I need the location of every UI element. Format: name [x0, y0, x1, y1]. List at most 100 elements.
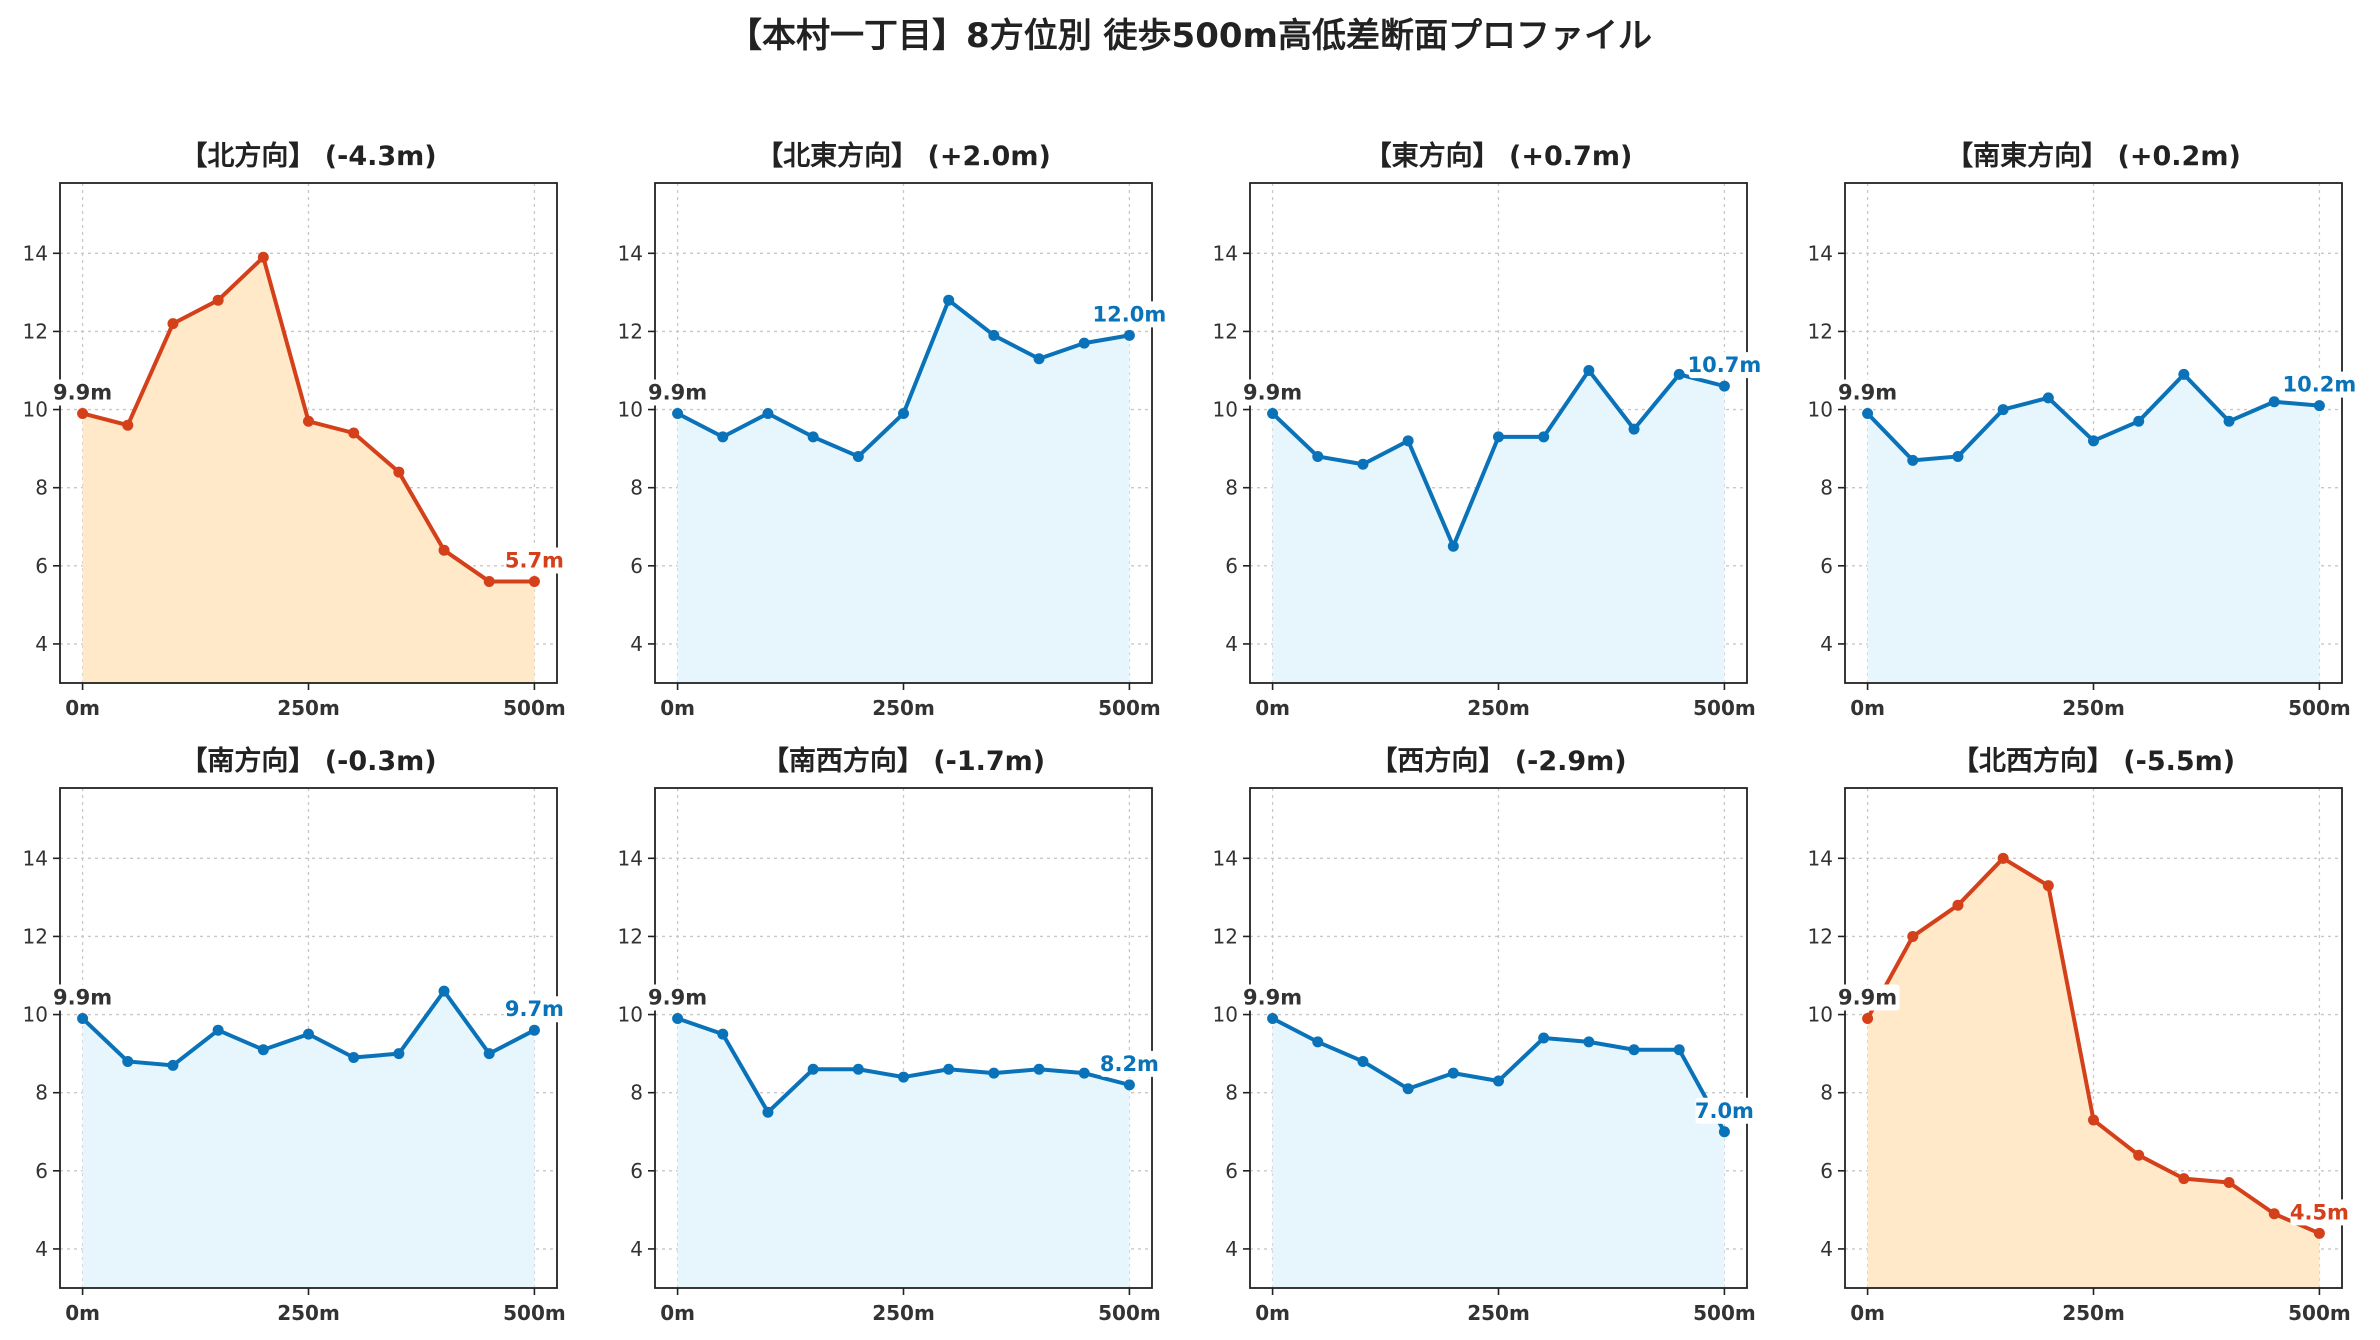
end-label-bg	[505, 547, 564, 574]
data-point	[167, 1059, 179, 1071]
area-fill	[82, 257, 535, 683]
end-label-bg	[1093, 301, 1165, 328]
data-point	[762, 407, 774, 419]
y-tick-label: 12	[1808, 924, 1833, 948]
x-tick-label: 250m	[277, 1301, 340, 1325]
data-point	[2268, 1208, 2280, 1220]
data-point	[1078, 337, 1090, 349]
subplot-3: 【東方向】 (+0.7m) 4 6 8 10 12 14 0m 250m 500m 9.9m 10.7…	[1213, 140, 1762, 720]
start-label-bg	[50, 984, 115, 1011]
start-label-bg	[1240, 984, 1305, 1011]
y-tick-label: 4	[1225, 1237, 1238, 1261]
end-label-bg	[1100, 1050, 1159, 1077]
x-tick-label: 0m	[65, 1301, 100, 1325]
y-tick-label: 8	[1820, 476, 1833, 500]
data-point	[122, 1055, 134, 1067]
subplot-4: 【南東方向】 (+0.2m) 4 6 8 10 12 14 0m 250m 500m 9.9m 10.…	[1808, 140, 2357, 720]
x-tick-label: 500m	[503, 1301, 566, 1325]
data-point	[1312, 1036, 1324, 1048]
data-point	[2088, 1114, 2099, 1126]
data-point	[1078, 1067, 1090, 1079]
data-point	[898, 407, 909, 419]
data-point	[212, 294, 224, 306]
start-label-bg	[645, 379, 710, 406]
area-fill	[1272, 370, 1725, 683]
data-point	[1673, 368, 1685, 380]
data-point	[1493, 1075, 1504, 1087]
data-point	[1628, 1044, 1640, 1056]
y-tick-label: 8	[1820, 1081, 1833, 1105]
end-value-label: 4.5m	[2290, 1200, 2349, 1224]
subplot-2: 【北東方向】 (+2.0m) 4 6 8 10 12 14 0m 250m 500m 9.9m 12.…	[618, 140, 1167, 720]
data-point	[1493, 431, 1504, 443]
end-label-bg	[2283, 371, 2355, 398]
data-point	[438, 985, 450, 997]
start-value-label: 9.9m	[1243, 985, 1302, 1009]
x-tick-label: 0m	[1850, 1301, 1885, 1325]
x-tick-label: 500m	[1098, 1301, 1161, 1325]
y-tick-label: 8	[1225, 1081, 1238, 1105]
y-tick-label: 6	[1820, 554, 1833, 578]
subplot-title: 【北東方向】 (+2.0m)	[756, 140, 1051, 172]
y-tick-label: 8	[1225, 476, 1238, 500]
start-label-bg	[1835, 379, 1900, 406]
subplot-title: 【南方向】 (-0.3m)	[180, 745, 436, 777]
y-tick-label: 12	[23, 319, 48, 343]
y-tick-label: 8	[35, 476, 48, 500]
data-point	[1538, 1032, 1550, 1044]
data-point	[1718, 1126, 1730, 1138]
y-tick-label: 10	[1808, 398, 1833, 422]
x-tick-label: 500m	[503, 696, 566, 720]
y-tick-label: 14	[1213, 241, 1238, 265]
data-point	[77, 1012, 89, 1024]
data-point	[762, 1106, 774, 1118]
x-tick-label: 500m	[2288, 696, 2351, 720]
y-tick-label: 4	[630, 1237, 643, 1261]
data-point	[483, 575, 495, 587]
x-tick-label: 250m	[2062, 696, 2125, 720]
subplot-7: 【西方向】 (-2.9m) 4 6 8 10 12 14 0m 250m 500m 9.9m 7.0m	[1213, 745, 1756, 1325]
data-point	[2042, 880, 2054, 892]
x-tick-label: 0m	[65, 696, 100, 720]
data-point	[1862, 1012, 1874, 1024]
data-point	[2133, 415, 2145, 427]
data-point	[1312, 450, 1324, 462]
y-tick-label: 6	[630, 554, 643, 578]
data-point	[1583, 1036, 1595, 1048]
start-label-bg	[645, 984, 710, 1011]
data-point	[1628, 423, 1640, 435]
x-tick-label: 250m	[277, 696, 340, 720]
x-tick-label: 0m	[1255, 696, 1290, 720]
start-value-label: 9.9m	[53, 985, 112, 1009]
data-point	[1538, 431, 1550, 443]
y-tick-label: 10	[1213, 398, 1238, 422]
subplot-title: 【南西方向】 (-1.7m)	[762, 745, 1045, 777]
data-point	[988, 329, 1000, 341]
data-point	[1123, 329, 1135, 341]
y-tick-label: 4	[630, 632, 643, 656]
data-point	[2223, 415, 2235, 427]
data-point	[1907, 454, 1919, 466]
y-tick-label: 14	[1808, 846, 1833, 870]
data-point	[852, 1063, 864, 1075]
subplot-6: 【南西方向】 (-1.7m) 4 6 8 10 12 14 0m 250m 500m 9.9m 8.2…	[618, 745, 1161, 1325]
y-tick-label: 6	[1820, 1159, 1833, 1183]
subplot-1: 【北方向】 (-4.3m) 4 6 8 10 12 14 0m 250m 500m 9.9m 5.7m	[23, 140, 566, 720]
data-point	[1402, 1083, 1414, 1095]
data-point	[2223, 1177, 2235, 1189]
x-tick-label: 250m	[872, 1301, 935, 1325]
data-point	[257, 1044, 269, 1056]
x-tick-label: 250m	[2062, 1301, 2125, 1325]
subplot-title: 【西方向】 (-2.9m)	[1370, 745, 1626, 777]
data-point	[1402, 435, 1414, 447]
y-tick-label: 12	[1213, 924, 1238, 948]
start-value-label: 9.9m	[53, 380, 112, 404]
area-fill	[1867, 374, 2320, 683]
x-tick-label: 250m	[1467, 1301, 1530, 1325]
start-value-label: 9.9m	[1838, 985, 1897, 1009]
data-point	[1907, 930, 1919, 942]
y-tick-label: 12	[1213, 319, 1238, 343]
end-label-bg	[505, 996, 564, 1023]
data-point	[257, 251, 269, 263]
y-tick-label: 8	[35, 1081, 48, 1105]
